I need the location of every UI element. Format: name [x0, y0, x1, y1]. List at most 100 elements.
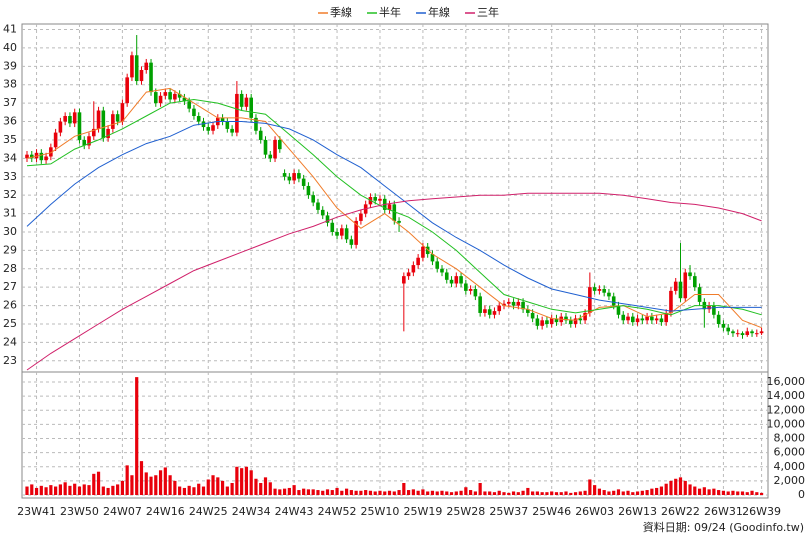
candle-body — [492, 311, 497, 315]
volume-bar — [244, 466, 249, 495]
volume-bar — [578, 491, 582, 495]
y-tick-label: 26 — [3, 299, 17, 312]
candle-body — [39, 152, 44, 161]
candle-body — [244, 97, 249, 107]
candle-body — [626, 316, 630, 321]
volume-bar — [287, 487, 291, 495]
candle-body — [101, 110, 106, 139]
volume-bar — [655, 487, 659, 495]
volume-bar — [464, 487, 468, 495]
candle-body — [654, 318, 659, 321]
candle-body — [449, 279, 454, 284]
x-tick-label: 25W28 — [446, 505, 485, 518]
volume-bar — [225, 486, 229, 495]
y-tick-label: 36 — [3, 115, 17, 128]
volume-bar — [201, 486, 206, 495]
candle-body — [621, 314, 626, 321]
candle-body — [320, 209, 325, 216]
volume-bar — [359, 490, 363, 495]
candle-body — [220, 117, 225, 122]
candle-body — [549, 318, 554, 324]
volume-bar — [597, 488, 601, 495]
volume-bar — [683, 480, 687, 495]
volume-bar — [688, 484, 692, 495]
volume-bar — [740, 491, 745, 495]
volume-bar — [697, 488, 702, 495]
volume-bar — [344, 488, 349, 495]
volume-bar — [564, 491, 568, 495]
candle-body — [607, 292, 611, 297]
candle-body — [545, 320, 549, 324]
candle-body — [611, 296, 616, 306]
candle-body — [344, 228, 349, 240]
volume-bar — [583, 490, 587, 495]
candle-body — [635, 318, 640, 323]
volume-bar — [373, 491, 377, 495]
volume-bar — [25, 486, 29, 495]
volume-bar — [678, 477, 683, 495]
candle-body — [335, 231, 339, 236]
y-tick-label: 25 — [3, 317, 17, 330]
legend-label: 年線 — [428, 5, 450, 19]
candle-body — [497, 305, 502, 312]
candle-body — [573, 318, 578, 324]
x-tick-label: 25W37 — [489, 505, 528, 518]
candle-body — [153, 92, 158, 104]
volume-bar — [602, 490, 606, 495]
volume-bar — [449, 492, 454, 495]
candle-body — [740, 333, 745, 336]
volume-bar — [616, 489, 621, 495]
candle-body — [397, 220, 401, 223]
volume-bar — [731, 490, 735, 495]
volume-bar — [545, 492, 549, 495]
volume-bar — [402, 483, 406, 495]
candle-body — [688, 272, 692, 277]
candle-body — [49, 147, 53, 157]
candle-body — [68, 116, 72, 124]
volume-bar — [750, 490, 754, 495]
volume-bar — [49, 485, 53, 495]
volume-bar — [158, 470, 163, 495]
volume-bar — [745, 492, 749, 495]
v-tick-label: 16,000 — [767, 375, 806, 388]
x-tick-label: 26W31 — [704, 505, 743, 518]
candle-body — [168, 92, 172, 100]
candle-body — [421, 246, 425, 258]
x-tick-label: 26W03 — [575, 505, 614, 518]
candle-body — [58, 121, 63, 133]
volume-bar — [631, 492, 635, 495]
candle-body — [511, 301, 516, 306]
volume-bar — [139, 461, 144, 495]
candle-body — [53, 132, 58, 148]
legend-label: 三年 — [477, 5, 499, 19]
volume-bar — [120, 480, 124, 495]
volume-bar — [368, 490, 373, 495]
candle-body — [554, 318, 559, 323]
volume-bar — [659, 486, 664, 495]
candle-body — [25, 154, 29, 159]
candle-body — [564, 316, 568, 321]
volume-bar — [206, 479, 210, 495]
y-tick-label: 24 — [3, 335, 17, 348]
candle-body — [292, 173, 296, 181]
candle-body — [173, 93, 177, 100]
candle-body — [640, 318, 645, 321]
candle-body — [411, 265, 416, 273]
y-tick-label: 35 — [3, 133, 17, 146]
v-tick-label: 4,000 — [774, 460, 806, 473]
candle-body — [34, 152, 39, 159]
candle-body — [278, 139, 282, 150]
candle-body — [273, 139, 277, 159]
volume-bar — [116, 484, 120, 495]
volume-bar — [163, 467, 167, 495]
candle-body — [111, 114, 115, 129]
volume-bar — [249, 470, 253, 495]
volume-bar — [573, 492, 578, 495]
volume-bar — [282, 488, 287, 495]
volume-bar — [693, 486, 697, 495]
candle-body — [440, 268, 444, 273]
candle-body — [301, 178, 306, 186]
volume-bar — [707, 489, 711, 495]
candle-body — [416, 257, 420, 266]
volume-bar — [39, 485, 43, 495]
